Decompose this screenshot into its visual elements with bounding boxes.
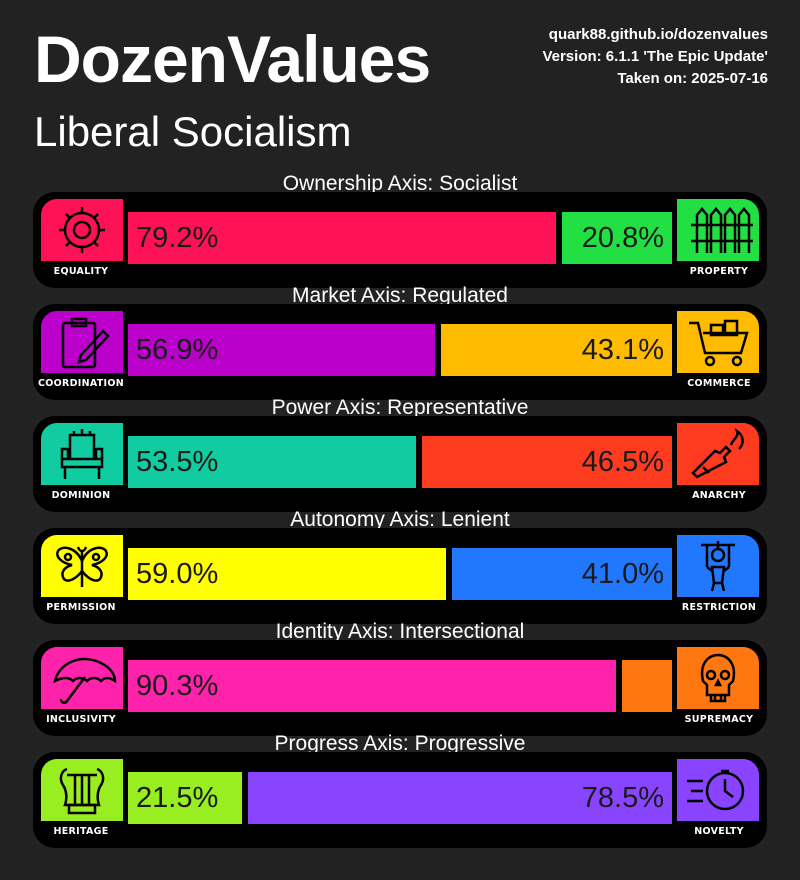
market-bar: 56.9% 43.1% <box>128 324 672 376</box>
meta-info: quark88.github.io/dozenvalues Version: 6… <box>542 24 768 90</box>
inclusivity-segment: 90.3% <box>128 660 616 712</box>
axis-row-autonomy: PERMISSION 59.0% 41.0% RESTRICTION <box>33 528 767 624</box>
property-end: PROPERTY <box>671 192 767 288</box>
axis-row-identity: INCLUSIVITY 90.3% SUPREMACY <box>33 640 767 736</box>
restriction-label: RESTRICTION <box>681 602 757 613</box>
axis-row-progress: HERITAGE 21.5% 78.5% NOVELTY <box>33 752 767 848</box>
axis-row-ownership: EQUALITY 79.2% 20.8% PROPERTY <box>33 192 767 288</box>
power-bar: 53.5% 46.5% <box>128 436 672 488</box>
equality-end: EQUALITY <box>33 192 129 288</box>
commerce-label: COMMERCE <box>687 378 751 389</box>
autonomy-bar: 59.0% 41.0% <box>128 548 672 600</box>
equality-label: EQUALITY <box>53 266 109 277</box>
axis-title-autonomy: Autonomy Axis: Lenient <box>290 508 510 531</box>
novelty-segment: 78.5% <box>248 772 672 824</box>
coordination-label: COORDINATION <box>37 378 125 389</box>
coordination-end: COORDINATION <box>33 304 129 400</box>
axis-title-market: Market Axis: Regulated <box>292 284 508 307</box>
identity-bar: 90.3% <box>128 660 672 712</box>
version-text: Version: 6.1.1 'The Epic Update' <box>542 48 768 65</box>
inclusivity-end: INCLUSIVITY <box>33 640 129 736</box>
supremacy-end: SUPREMACY <box>671 640 767 736</box>
equality-segment: 79.2% <box>128 212 556 264</box>
anarchy-label: ANARCHY <box>692 490 746 501</box>
axis-title-identity: Identity Axis: Intersectional <box>275 620 525 643</box>
shopping-cart-icon <box>677 311 759 373</box>
dominion-segment: 53.5% <box>128 436 416 488</box>
coordination-segment: 56.9% <box>128 324 435 376</box>
permission-label: PERMISSION <box>46 602 116 613</box>
heritage-label: HERITAGE <box>53 826 109 837</box>
fence-icon <box>677 199 759 261</box>
site-url: quark88.github.io/dozenvalues <box>548 26 768 43</box>
umbrella-icon <box>41 647 123 709</box>
novelty-label: NOVELTY <box>694 826 744 837</box>
progress-bar: 21.5% 78.5% <box>128 772 672 824</box>
property-label: PROPERTY <box>689 266 749 277</box>
anarchy-segment: 46.5% <box>422 436 672 488</box>
heritage-segment: 21.5% <box>128 772 242 824</box>
supremacy-label: SUPREMACY <box>684 714 754 725</box>
molotov-icon <box>677 423 759 485</box>
ideology-result: Liberal Socialism <box>34 108 352 155</box>
inclusivity-label: INCLUSIVITY <box>46 714 116 725</box>
restriction-end: RESTRICTION <box>671 528 767 624</box>
permission-end: PERMISSION <box>33 528 129 624</box>
commerce-segment: 43.1% <box>441 324 672 376</box>
supremacy-segment <box>622 660 672 712</box>
permission-segment: 59.0% <box>128 548 446 600</box>
clipboard-pen-icon <box>41 311 123 373</box>
app-title: DozenValues <box>34 22 431 96</box>
restriction-segment: 41.0% <box>452 548 672 600</box>
butterfly-icon <box>41 535 123 597</box>
dominion-label: DOMINION <box>51 490 111 501</box>
axis-title-ownership: Ownership Axis: Socialist <box>282 172 518 195</box>
skull-icon <box>677 647 759 709</box>
taken-date: Taken on: 2025-07-16 <box>617 70 768 87</box>
property-segment: 20.8% <box>562 212 672 264</box>
lyre-icon <box>41 759 123 821</box>
anarchy-end: ANARCHY <box>671 416 767 512</box>
clock-speed-icon <box>677 759 759 821</box>
axis-title-progress: Progress Axis: Progressive <box>274 732 526 755</box>
commerce-end: COMMERCE <box>671 304 767 400</box>
dominion-end: DOMINION <box>33 416 129 512</box>
axis-title-power: Power Axis: Representative <box>271 396 529 419</box>
ownership-bar: 79.2% 20.8% <box>128 212 672 264</box>
puppet-icon <box>677 535 759 597</box>
novelty-end: NOVELTY <box>671 752 767 848</box>
gear-icon <box>41 199 123 261</box>
throne-icon <box>41 423 123 485</box>
heritage-end: HERITAGE <box>33 752 129 848</box>
axis-row-market: COORDINATION 56.9% 43.1% COMMERCE <box>33 304 767 400</box>
axis-row-power: DOMINION 53.5% 46.5% ANARCHY <box>33 416 767 512</box>
